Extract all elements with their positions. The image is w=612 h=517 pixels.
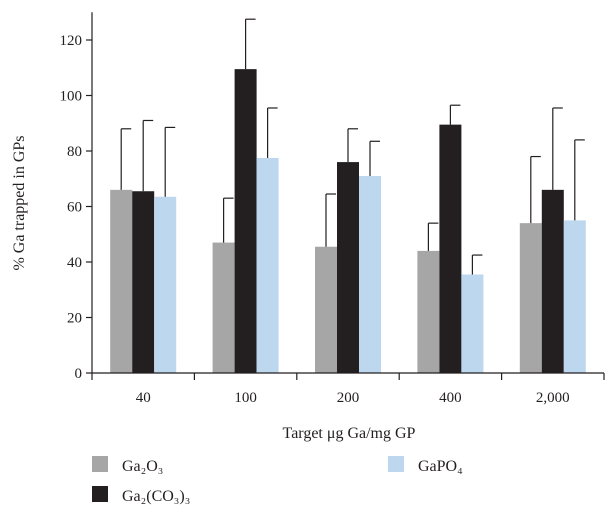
- x-tick-label: 2,000: [536, 390, 570, 406]
- axes-layer: [91, 12, 604, 374]
- legend: Ga₂O₃ Ga₂(CO₃)₃ GaPO₄: [92, 456, 463, 505]
- y-tick-label: 120: [60, 33, 83, 49]
- x-axis-label: Target μg Ga/mg GP: [283, 425, 416, 442]
- error-bars-layer: [120, 18, 585, 275]
- legend-label: Ga₂(CO₃)₃: [122, 488, 190, 505]
- bars-layer: [110, 69, 586, 373]
- bar: [519, 223, 542, 373]
- legend-swatch: [388, 456, 404, 472]
- bar: [132, 191, 155, 373]
- y-tick-label: 20: [67, 311, 82, 327]
- bar: [563, 220, 586, 373]
- bar: [315, 246, 337, 373]
- bar: [417, 250, 440, 373]
- legend-item: Ga₂(CO₃)₃: [92, 486, 190, 505]
- bar: [212, 242, 235, 373]
- legend-label: GaPO₄: [418, 458, 463, 475]
- y-axis-label: % Ga trapped in GPs: [11, 135, 28, 270]
- bar: [110, 189, 133, 373]
- y-tick-label: 100: [60, 89, 83, 105]
- bar: [256, 157, 279, 373]
- y-tick-label: 80: [67, 144, 82, 160]
- bar: [337, 162, 359, 373]
- y-tick-label: 0: [75, 366, 83, 382]
- bar: [234, 69, 257, 373]
- y-tick-label: 60: [67, 200, 82, 216]
- legend-item: GaPO₄: [388, 456, 463, 475]
- x-tick-label: 100: [234, 390, 257, 406]
- legend-item: Ga₂O₃: [92, 456, 163, 475]
- bar: [461, 274, 484, 373]
- bar: [439, 124, 462, 373]
- legend-swatch: [92, 486, 108, 502]
- x-tick-label: 200: [337, 390, 360, 406]
- legend-label: Ga₂O₃: [122, 458, 163, 475]
- legend-swatch: [92, 456, 108, 472]
- x-tick-label: 40: [136, 390, 151, 406]
- y-tick-label: 40: [67, 255, 82, 271]
- bar: [359, 175, 381, 373]
- x-tick-label: 400: [439, 390, 462, 406]
- ticks-layer: 0 20 40 60 80 100 120 40 100 200 400 2,000: [60, 33, 605, 406]
- bar: [154, 196, 177, 373]
- bar: [541, 189, 564, 373]
